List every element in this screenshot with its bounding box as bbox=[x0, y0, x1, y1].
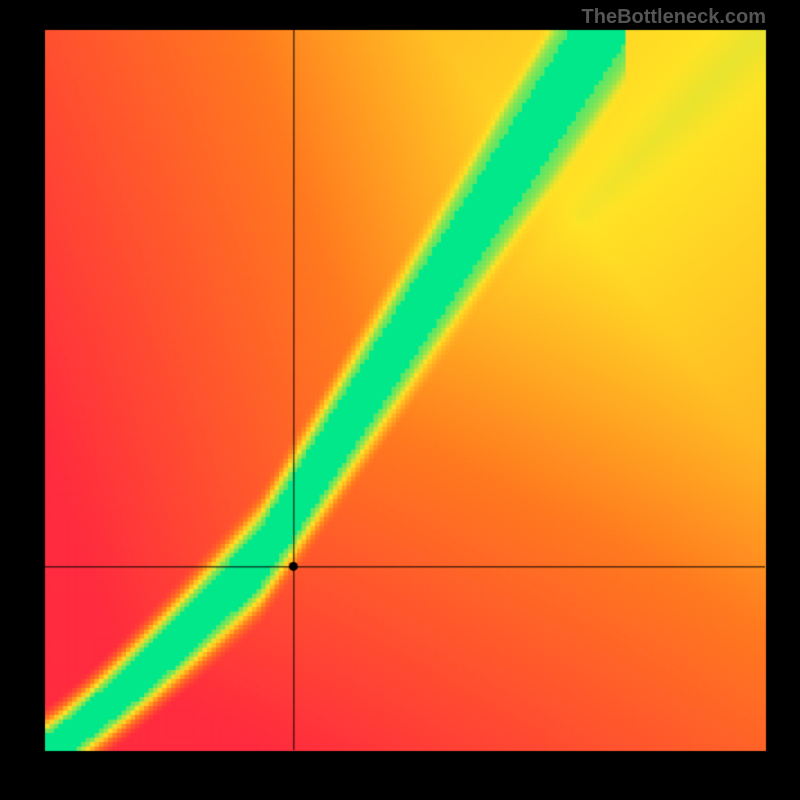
chart-container: TheBottleneck.com bbox=[0, 0, 800, 800]
watermark-text: TheBottleneck.com bbox=[582, 6, 766, 29]
bottleneck-heatmap bbox=[0, 0, 800, 800]
